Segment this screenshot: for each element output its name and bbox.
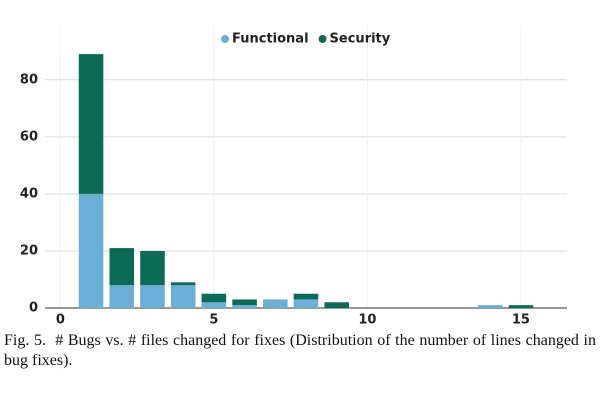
bar-segment <box>232 305 257 308</box>
bar-segment <box>263 299 288 308</box>
bar-segment <box>293 293 319 300</box>
x-tick-label: 10 <box>358 313 376 328</box>
bar-segment <box>201 293 227 303</box>
caption: Fig. 5. # Bugs vs. # files changed for f… <box>4 332 600 369</box>
bar-segment <box>170 282 196 286</box>
bar-segment <box>140 250 165 286</box>
bar-segment <box>201 302 227 308</box>
y-tick-label: 60 <box>20 129 38 144</box>
bar-segment <box>232 299 257 306</box>
legend-marker <box>318 35 327 43</box>
legend-marker <box>221 35 229 43</box>
legend-label: Security <box>330 32 391 47</box>
bar-segment <box>109 248 135 286</box>
bar-segment <box>477 305 503 308</box>
y-tick-label: 0 <box>29 301 38 316</box>
bar-segment <box>508 305 534 308</box>
y-tick-label: 40 <box>20 186 38 201</box>
x-tick-label: 0 <box>56 313 65 328</box>
y-tick-label: 80 <box>20 72 38 87</box>
bar-segment <box>78 54 104 194</box>
bar-segment <box>170 285 196 308</box>
bar-segment <box>140 285 165 308</box>
bar-segment <box>293 299 319 308</box>
bar-segment <box>78 193 104 308</box>
bar-segment <box>324 302 349 308</box>
y-tick-label: 20 <box>20 243 38 258</box>
bar-segment <box>109 285 135 308</box>
x-tick-label: 5 <box>209 313 218 328</box>
x-tick-label: 15 <box>512 313 530 328</box>
chart: 0 20 40 60 80 0 5 10 15 Functional Security <box>20 25 567 328</box>
legend-label: Functional <box>232 32 309 47</box>
